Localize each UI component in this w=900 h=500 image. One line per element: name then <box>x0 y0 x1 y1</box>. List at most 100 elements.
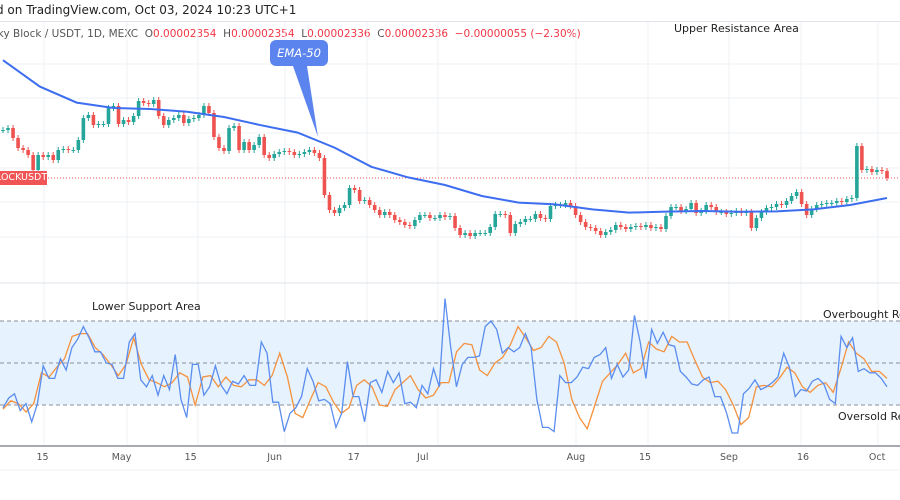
candle <box>593 228 598 231</box>
close-value: 0.00002336 <box>384 28 449 40</box>
candle <box>478 233 482 234</box>
overbought-label: Overbought Re <box>823 308 900 321</box>
candle <box>588 227 593 228</box>
candle <box>573 206 578 215</box>
candle <box>131 116 136 122</box>
candle <box>443 215 447 217</box>
candle <box>563 203 568 205</box>
candle <box>674 207 678 208</box>
candle <box>116 106 121 124</box>
candle <box>342 205 347 208</box>
open-value: 0.00002354 <box>153 28 217 40</box>
candle <box>161 116 166 125</box>
candle <box>819 204 824 205</box>
lower-support-label: Lower Support Area <box>92 300 201 313</box>
close-label: C <box>377 28 385 40</box>
candle <box>262 137 266 155</box>
candle <box>860 146 864 170</box>
candle <box>31 155 35 170</box>
candle <box>513 224 518 233</box>
candle <box>151 100 156 104</box>
candle <box>187 119 191 123</box>
x-tick-label: Jun <box>267 452 283 463</box>
oversold-label: Oversold Re <box>838 410 900 423</box>
candle <box>528 219 533 220</box>
candle <box>192 118 196 119</box>
candle <box>839 201 844 202</box>
candle <box>448 216 452 217</box>
candle <box>774 204 779 207</box>
candle <box>664 216 668 229</box>
candle <box>307 150 312 152</box>
candle <box>247 142 251 150</box>
candle <box>503 214 508 215</box>
candle <box>86 115 91 118</box>
x-tick-label: Oct <box>868 452 886 463</box>
upper-resistance-label: Upper Resistance Area <box>674 22 799 35</box>
ema-callout-pointer <box>293 66 318 137</box>
candle <box>834 201 839 203</box>
candle <box>618 225 623 227</box>
candle <box>473 233 477 236</box>
x-tick-label: May <box>111 452 132 463</box>
candle <box>292 152 297 155</box>
candle <box>397 220 402 222</box>
candle <box>392 215 397 220</box>
candle <box>578 215 583 222</box>
candle <box>282 151 287 152</box>
symbol-name[interactable]: cky Block / USDT, 1D, MEXC <box>0 28 139 40</box>
candle <box>101 124 106 125</box>
candle <box>875 170 879 172</box>
candle <box>704 205 708 211</box>
candle <box>166 120 171 125</box>
candle <box>51 155 56 160</box>
candle <box>332 210 337 213</box>
high-label: H <box>223 28 232 40</box>
candle <box>829 203 834 204</box>
candle <box>362 200 367 201</box>
candle <box>141 101 146 103</box>
candle <box>784 201 789 205</box>
candle <box>1 130 5 131</box>
candle <box>463 233 467 235</box>
candle <box>337 208 342 213</box>
x-tick-label: 17 <box>347 452 360 463</box>
candle <box>583 222 588 227</box>
candle <box>41 155 45 157</box>
candle <box>81 118 86 140</box>
candle <box>217 137 221 148</box>
candle <box>302 152 307 154</box>
candle <box>146 103 151 104</box>
candle <box>850 198 854 199</box>
x-tick-label: 16 <box>796 452 810 463</box>
candle <box>377 210 382 215</box>
candle <box>16 138 20 148</box>
candle <box>408 225 412 226</box>
candle <box>423 215 427 216</box>
candle <box>126 120 131 122</box>
candle <box>382 212 387 215</box>
candle <box>322 158 327 195</box>
ema50-line <box>2 59 888 214</box>
candle <box>523 219 528 222</box>
candle <box>608 230 613 232</box>
candle <box>714 207 719 212</box>
symbol-bar: cky Block / USDT, 1D, MEXC O0.00002354 H… <box>0 28 581 40</box>
candle <box>287 151 292 152</box>
candle <box>212 113 216 137</box>
candle <box>327 195 332 210</box>
candle <box>317 153 322 158</box>
candle <box>453 216 457 228</box>
candle <box>649 225 653 228</box>
candle <box>689 203 693 209</box>
candle <box>418 215 422 220</box>
candle <box>438 215 442 218</box>
candle <box>624 227 628 229</box>
candle <box>347 188 352 205</box>
candle <box>387 212 392 215</box>
candle <box>106 108 111 124</box>
candle <box>182 115 186 123</box>
candle <box>709 205 714 207</box>
candle <box>403 222 407 225</box>
